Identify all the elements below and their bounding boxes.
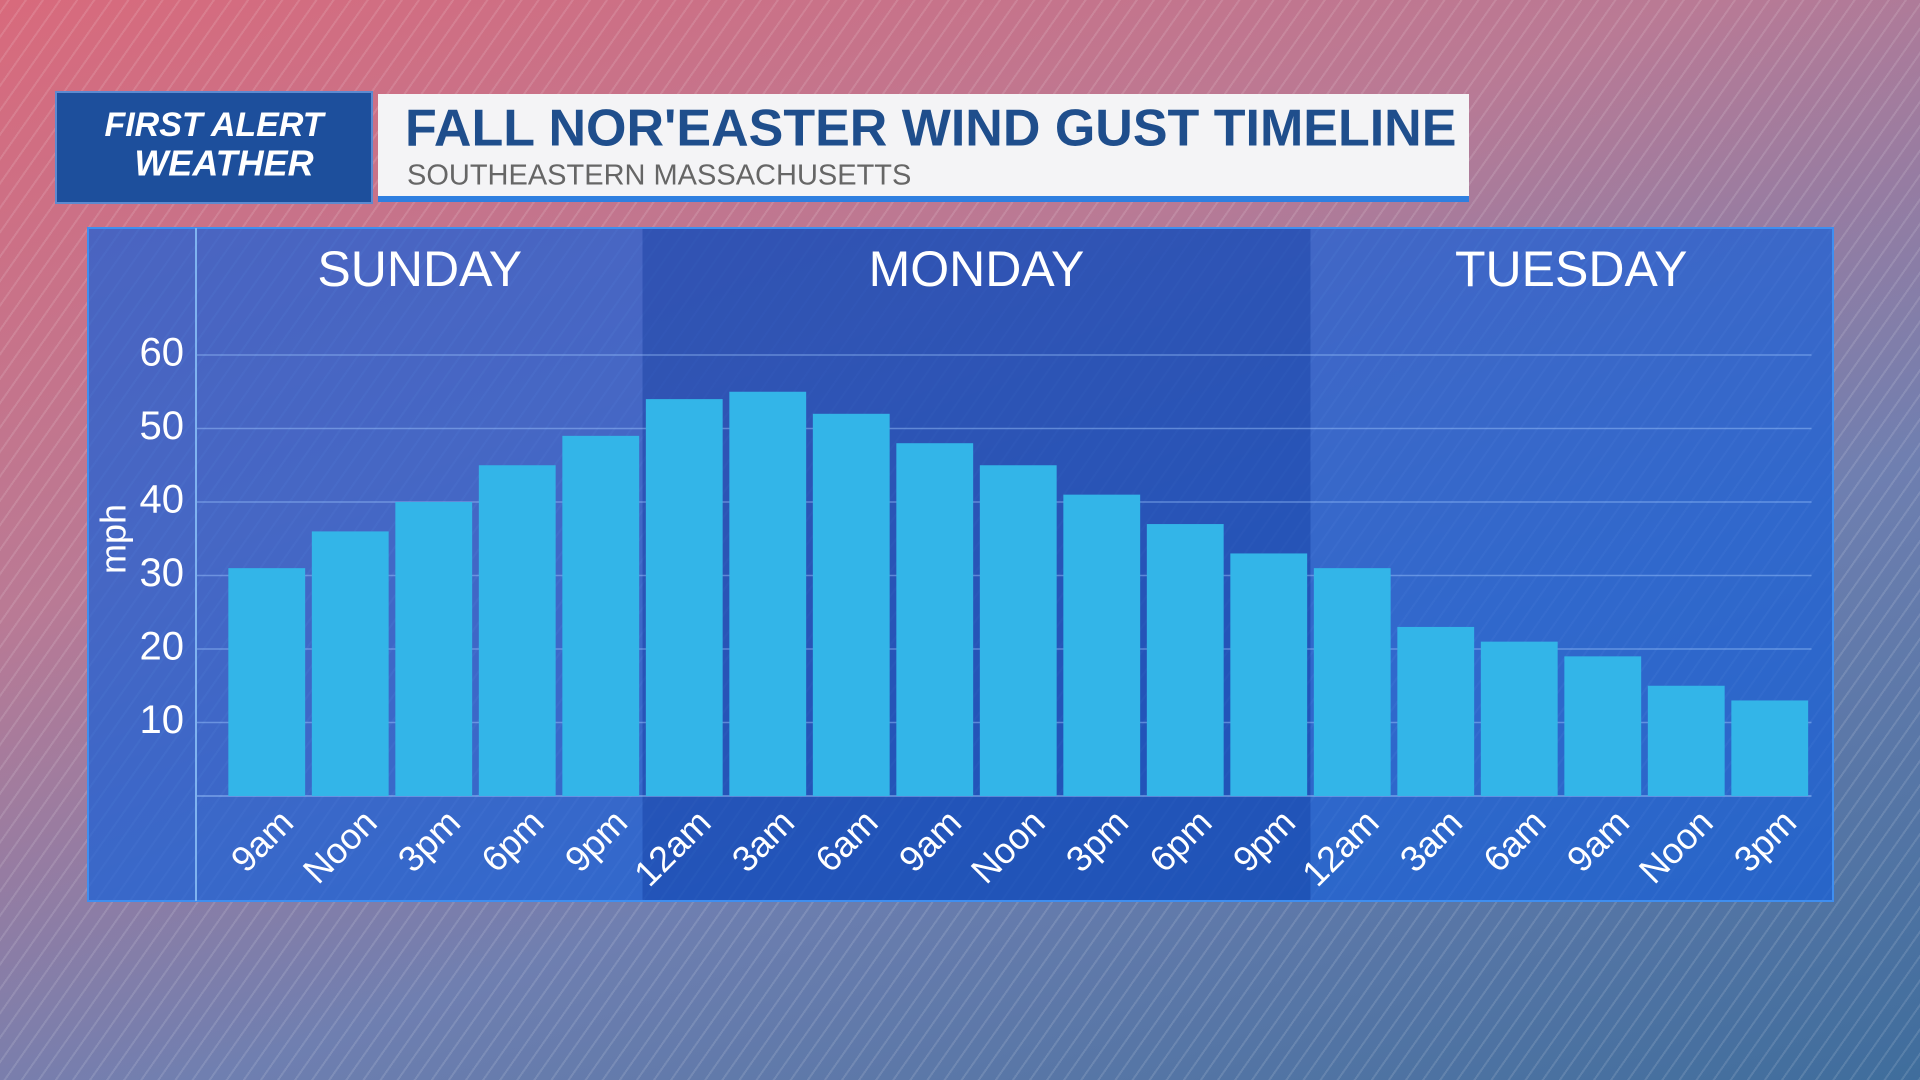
y-tick-label: 60	[140, 331, 185, 375]
chart-title: FALL NOR'EASTER WIND GUST TIMELINE	[405, 100, 1456, 158]
bar	[1063, 494, 1141, 796]
bar	[1564, 656, 1642, 796]
bar	[562, 435, 640, 796]
bar	[1397, 626, 1475, 796]
bar	[311, 531, 389, 796]
bar	[1480, 641, 1558, 796]
bar	[645, 399, 723, 796]
bar	[1313, 568, 1391, 796]
y-tick-label: 50	[140, 404, 185, 448]
y-tick-label: 40	[140, 478, 185, 522]
y-tick-label: 30	[140, 551, 185, 595]
day-label: MONDAY	[869, 241, 1085, 297]
bar	[896, 443, 974, 796]
y-tick-label: 10	[140, 698, 185, 742]
logo-line: WEATHER	[134, 143, 313, 184]
bar	[478, 465, 556, 796]
bar	[812, 413, 890, 796]
day-section	[1311, 229, 1833, 900]
bar	[729, 391, 807, 796]
title-underline	[378, 196, 1469, 202]
bar	[228, 568, 306, 796]
chart-subtitle: SOUTHEASTERN MASSACHUSETTS	[407, 160, 911, 192]
title-box	[378, 94, 1469, 202]
bar	[1731, 700, 1809, 796]
logo-box	[55, 91, 373, 204]
day-label: TUESDAY	[1455, 241, 1687, 297]
bar	[395, 502, 473, 796]
logo-line: FIRST ALERT	[104, 106, 326, 144]
day-label: SUNDAY	[317, 241, 522, 297]
y-axis-label: mph	[93, 504, 134, 574]
y-tick-label: 20	[140, 625, 185, 669]
bar	[1146, 524, 1224, 796]
bar	[979, 465, 1057, 796]
bar	[1230, 553, 1308, 796]
bar	[1647, 685, 1725, 796]
